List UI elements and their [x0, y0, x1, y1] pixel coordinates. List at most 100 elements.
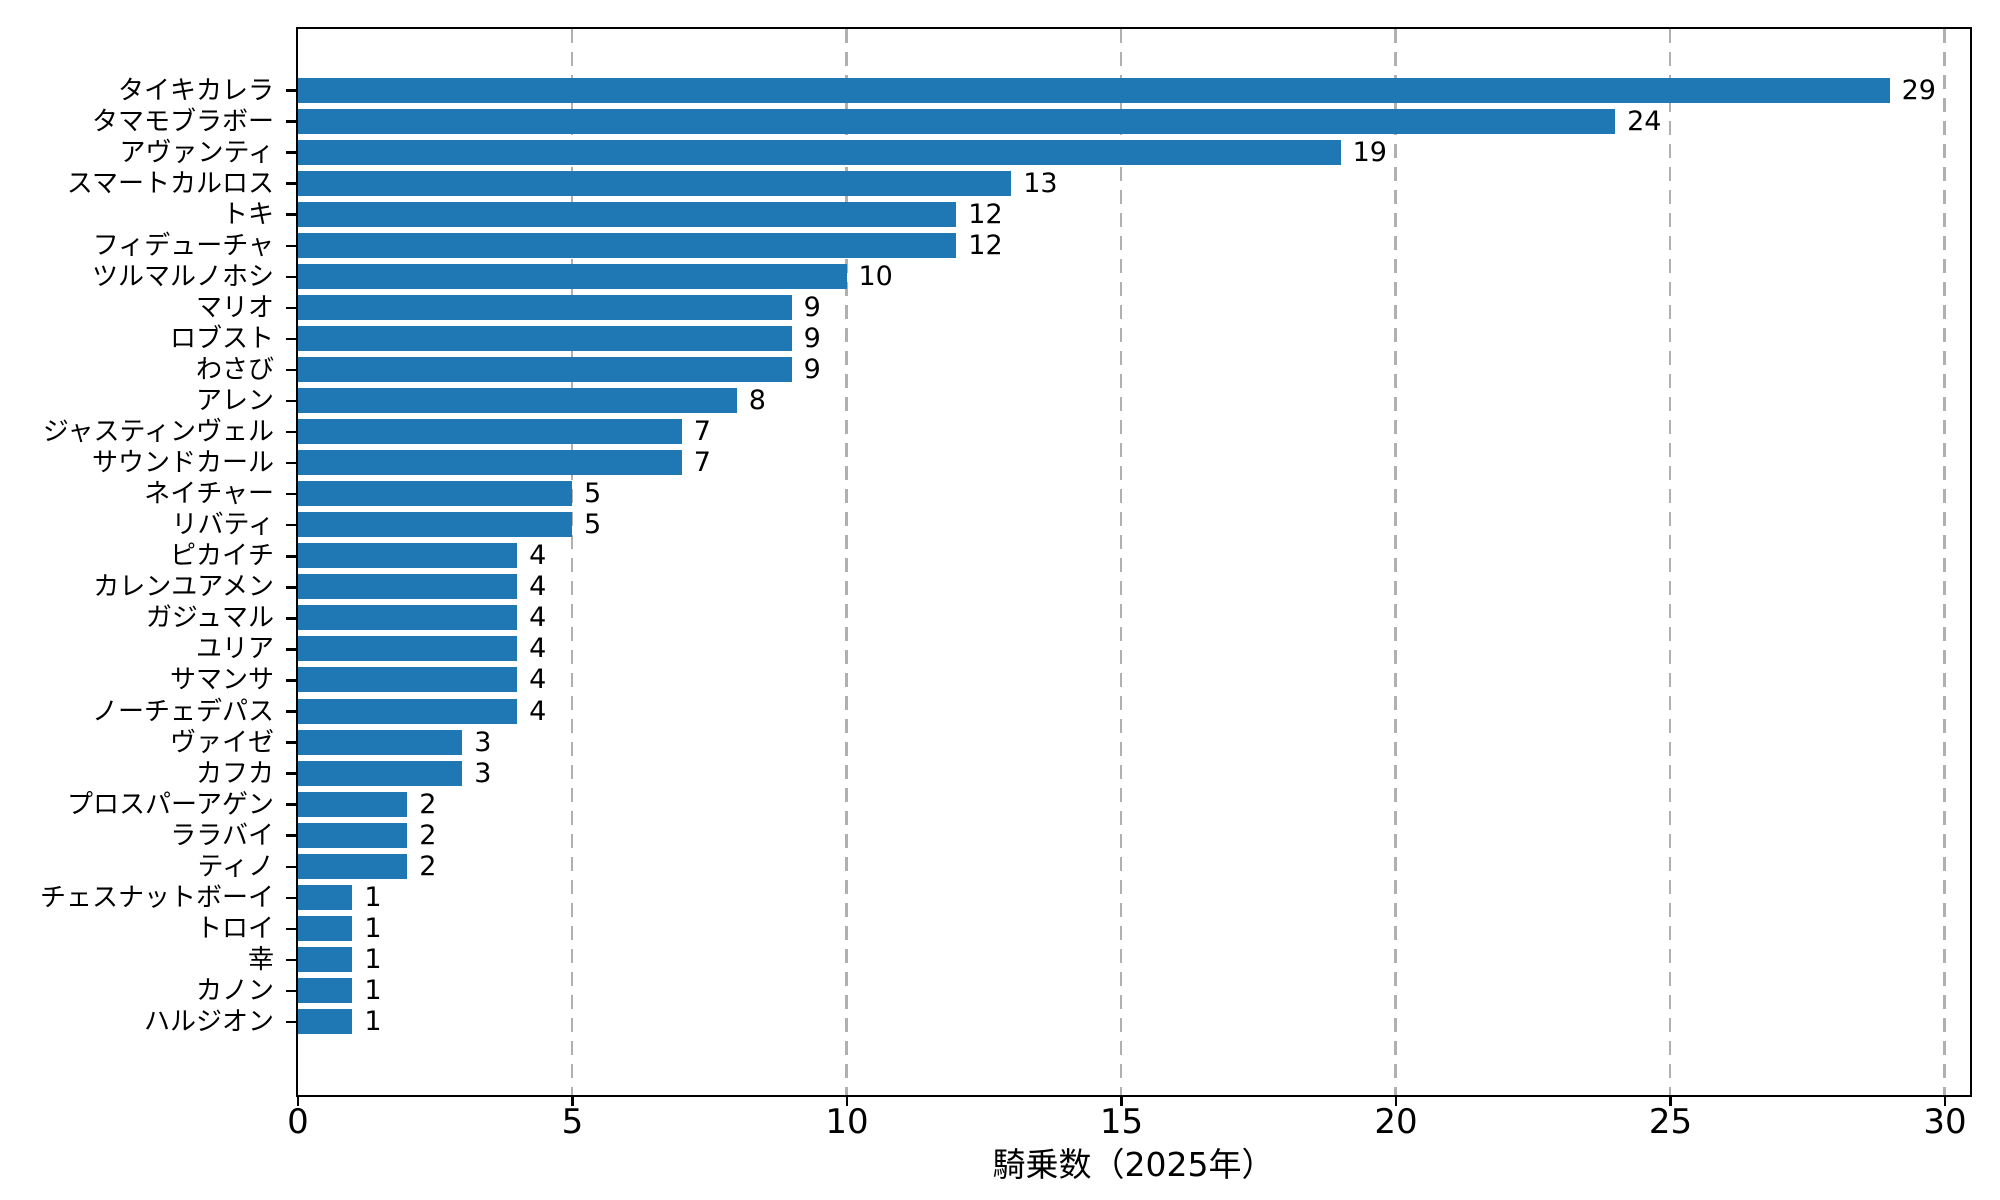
bar-6 — [297, 263, 847, 289]
y-tick-mark — [286, 523, 298, 527]
category-label: プロスパーアゲン — [67, 789, 274, 820]
bar-14 — [297, 512, 572, 538]
category-label: わさび — [195, 354, 274, 385]
y-tick-mark — [286, 120, 298, 123]
y-tick-mark — [286, 772, 298, 775]
y-tick-mark — [286, 741, 298, 744]
bar-28 — [297, 946, 353, 972]
bar-19 — [297, 667, 518, 693]
y-tick-mark — [286, 492, 298, 496]
bar-value-label: 4 — [529, 633, 547, 665]
category-label: スマートカルロス — [66, 168, 274, 199]
y-tick-mark — [286, 896, 298, 900]
x-tick-mark — [571, 1096, 574, 1106]
bar-value-label: 1 — [364, 974, 382, 1006]
bar-30 — [297, 1009, 353, 1034]
bar-value-label: 3 — [474, 757, 492, 789]
y-tick-mark — [286, 430, 298, 434]
category-label: カレンユアメン — [93, 572, 274, 603]
y-tick-mark — [286, 1020, 298, 1024]
gridline-x-20 — [1394, 28, 1397, 1095]
bar-9 — [297, 356, 792, 382]
y-tick-mark — [286, 275, 298, 279]
bar-value-label: 4 — [529, 571, 547, 603]
bar-3 — [297, 170, 1012, 196]
bar-value-label: 2 — [419, 850, 437, 882]
bar-value-label: 9 — [803, 322, 821, 354]
x-tick-label: 20 — [1374, 1102, 1418, 1142]
bar-25 — [297, 853, 408, 879]
y-tick-mark — [286, 989, 298, 993]
category-label: マリオ — [195, 292, 274, 323]
bar-23 — [297, 791, 408, 817]
bar-value-label: 1 — [364, 943, 382, 975]
category-label: タマモブラボー — [91, 106, 274, 137]
y-tick-mark — [286, 399, 298, 403]
plot-area: 29 24 19 13 12 12 10 9 9 9 8 7 7 5 5 4 4 4 4 4 4 3 3 2 2 2 1 1 1 1 1 — [295, 26, 1972, 1097]
bar-5 — [297, 232, 957, 258]
category-label: ユリア — [195, 634, 274, 665]
category-label: ノーチェデパス — [91, 696, 274, 727]
y-tick-mark — [286, 244, 298, 247]
bar-value-label: 9 — [803, 353, 821, 385]
bar-7 — [297, 294, 792, 320]
category-label: 幸 — [247, 944, 274, 975]
y-tick-mark — [286, 182, 298, 185]
category-label: カフカ — [195, 758, 274, 789]
bar-17 — [297, 605, 518, 631]
x-tick-label: 5 — [561, 1102, 584, 1142]
bar-15 — [297, 543, 518, 569]
bar-4 — [297, 201, 957, 227]
y-tick-mark — [286, 834, 298, 837]
bar-value-label: 4 — [529, 664, 547, 696]
category-label: ジャスティンヴェル — [42, 417, 274, 448]
gridline-x-30 — [1943, 28, 1946, 1095]
y-tick-mark — [286, 306, 298, 310]
bar-value-label: 7 — [693, 447, 711, 479]
y-tick-mark — [286, 648, 298, 651]
category-label: ネイチャー — [144, 479, 274, 510]
y-tick-mark — [286, 617, 298, 620]
bar-value-label: 8 — [748, 385, 766, 416]
gridline-x-5 — [570, 28, 574, 1095]
category-label: トキ — [221, 199, 274, 230]
category-label: ハルジオン — [143, 1007, 274, 1037]
bar-0 — [297, 77, 1890, 103]
gridline-x-25 — [1668, 28, 1672, 1095]
y-tick-mark — [286, 555, 298, 558]
y-tick-mark — [286, 710, 298, 713]
category-label: ティノ — [197, 851, 274, 882]
x-axis-label: 騎乗数（2025年） — [992, 1145, 1275, 1184]
category-label: サウンドカール — [91, 448, 274, 479]
category-label: チェスナットボーイ — [39, 882, 274, 913]
bar-value-label: 5 — [584, 509, 602, 541]
bar-20 — [297, 698, 518, 724]
bar-value-label: 24 — [1627, 105, 1662, 137]
y-tick-mark — [286, 151, 298, 154]
y-tick-mark — [286, 803, 298, 806]
bar-value-label: 7 — [693, 416, 711, 448]
bar-value-label: 2 — [419, 788, 437, 820]
bar-8 — [297, 325, 792, 351]
y-tick-mark — [286, 865, 298, 868]
x-tick-label: 0 — [287, 1102, 309, 1142]
y-tick-mark — [286, 586, 298, 589]
category-label: ロブスト — [169, 323, 274, 354]
category-label: カノン — [195, 975, 274, 1006]
bar-18 — [297, 636, 518, 662]
bar-11 — [297, 419, 682, 445]
y-tick-mark — [286, 679, 298, 682]
category-label: トロイ — [195, 913, 274, 944]
category-label: ヴァイゼ — [169, 727, 274, 758]
category-label: タイキカレラ — [117, 75, 274, 106]
bar-value-label: 4 — [529, 695, 547, 727]
x-tick-mark — [1669, 1096, 1672, 1106]
bar-21 — [297, 729, 463, 755]
bar-26 — [297, 884, 353, 910]
category-label: ピカイチ — [169, 541, 274, 572]
bar-1 — [297, 108, 1616, 134]
bar-value-label: 2 — [419, 819, 437, 851]
bar-value-label: 5 — [584, 478, 602, 510]
bar-value-label: 4 — [529, 602, 547, 634]
